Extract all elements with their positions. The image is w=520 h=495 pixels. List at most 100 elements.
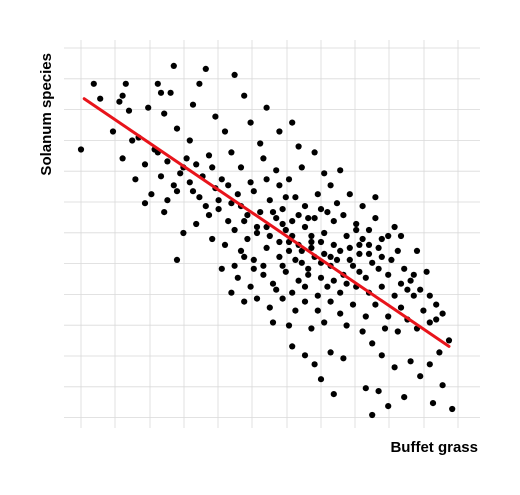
trend-line xyxy=(82,97,451,348)
data-point xyxy=(122,80,129,87)
data-point xyxy=(317,206,325,213)
y-axis-label: Solanum species xyxy=(38,53,55,176)
data-point xyxy=(321,319,328,326)
data-point xyxy=(161,110,168,117)
data-point xyxy=(372,215,379,222)
data-point xyxy=(314,307,321,314)
data-point xyxy=(369,340,376,347)
data-point xyxy=(337,310,344,317)
data-point xyxy=(282,194,289,201)
x-axis-label: Buffet grass xyxy=(390,439,478,456)
data-point xyxy=(385,271,392,278)
data-point xyxy=(263,176,270,183)
data-point xyxy=(247,119,254,126)
data-point xyxy=(362,385,369,392)
data-point xyxy=(381,325,389,332)
data-point xyxy=(298,259,305,266)
data-point xyxy=(388,256,395,263)
data-point xyxy=(439,382,446,389)
data-point xyxy=(237,164,245,171)
data-point xyxy=(279,220,286,228)
data-point xyxy=(391,223,398,231)
data-point xyxy=(225,182,232,189)
data-point xyxy=(193,220,200,228)
data-point xyxy=(301,203,309,210)
data-point xyxy=(301,298,309,305)
data-point xyxy=(279,206,286,213)
data-point xyxy=(308,244,315,251)
data-point xyxy=(164,158,171,165)
data-point xyxy=(314,292,321,299)
data-point xyxy=(317,274,325,281)
data-point xyxy=(180,229,187,237)
data-point xyxy=(362,274,369,281)
data-point xyxy=(375,244,382,251)
data-point xyxy=(324,283,331,290)
data-point xyxy=(186,179,193,186)
data-point xyxy=(397,232,405,240)
data-point xyxy=(426,361,433,368)
data-point xyxy=(308,232,315,240)
data-point xyxy=(317,376,325,383)
data-point xyxy=(186,137,193,144)
data-point xyxy=(346,256,353,263)
data-point xyxy=(263,223,270,231)
data-point xyxy=(273,286,280,293)
data-point xyxy=(276,182,283,189)
data-point xyxy=(369,411,376,419)
data-point xyxy=(327,253,334,260)
data-point xyxy=(333,256,341,263)
data-point xyxy=(244,235,251,243)
data-point xyxy=(378,283,385,290)
data-point xyxy=(343,322,350,329)
data-point xyxy=(289,289,296,296)
data-point xyxy=(359,328,366,335)
data-point xyxy=(157,89,165,96)
data-point xyxy=(234,191,241,198)
data-point xyxy=(417,286,424,293)
data-point xyxy=(359,235,366,243)
data-point xyxy=(273,215,280,222)
data-point xyxy=(282,268,289,275)
data-point xyxy=(417,373,424,380)
data-point xyxy=(298,164,305,171)
data-point xyxy=(125,107,133,114)
data-point xyxy=(164,197,171,204)
data-point xyxy=(330,277,337,284)
data-point xyxy=(289,218,296,225)
data-point xyxy=(295,277,302,284)
data-point xyxy=(173,125,181,132)
data-point xyxy=(276,253,283,260)
data-point xyxy=(241,218,248,225)
data-point xyxy=(157,173,165,180)
data-point xyxy=(449,405,456,413)
data-point xyxy=(231,226,238,234)
data-point xyxy=(196,80,203,87)
data-point xyxy=(97,95,104,102)
data-point xyxy=(439,310,446,317)
data-point xyxy=(269,319,277,326)
data-point xyxy=(250,265,257,272)
data-point xyxy=(426,292,433,299)
data-point xyxy=(369,259,376,266)
data-point xyxy=(244,212,251,219)
data-point xyxy=(372,194,379,201)
data-point xyxy=(423,268,430,275)
data-point xyxy=(247,179,254,186)
data-point xyxy=(407,358,414,365)
data-point xyxy=(410,292,417,299)
data-point xyxy=(161,209,168,216)
data-point xyxy=(141,161,149,168)
data-point xyxy=(365,241,373,248)
data-point xyxy=(327,182,334,189)
data-point xyxy=(221,241,229,248)
data-point xyxy=(407,277,414,284)
data-point xyxy=(356,250,363,257)
data-point xyxy=(356,268,363,275)
data-point xyxy=(349,262,357,269)
data-point xyxy=(253,229,261,237)
data-point xyxy=(282,226,289,234)
data-point xyxy=(202,65,209,72)
